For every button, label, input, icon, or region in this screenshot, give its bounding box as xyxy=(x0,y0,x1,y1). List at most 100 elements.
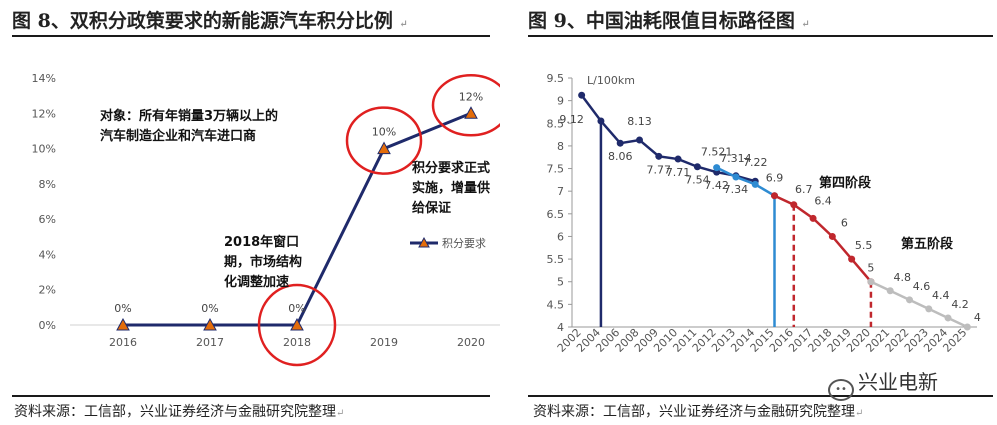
right-source-rule xyxy=(528,395,993,397)
data-point-marker xyxy=(203,317,217,331)
x-tick-label: 2017 xyxy=(196,336,224,349)
data-label: 7.42 xyxy=(704,179,729,192)
left-chart-title: 图 8、双积分政策要求的新能源汽车积分比例 ↵ xyxy=(12,10,408,32)
data-point xyxy=(828,232,836,240)
data-label: 5.5 xyxy=(855,239,873,252)
annotation-text: 汽车制造企业和汽车进口商 xyxy=(100,128,256,144)
right-title-rule xyxy=(528,35,993,37)
wechat-icon: •• xyxy=(828,379,854,401)
annotation-text: 对象：所有年销量3万辆以上的 xyxy=(100,108,278,124)
x-tick-label: 2019 xyxy=(370,336,398,349)
annotation-text: 给保证 xyxy=(412,200,451,216)
y-tick-label: 9.5 xyxy=(547,72,565,85)
data-point xyxy=(848,255,856,263)
data-point xyxy=(906,296,913,304)
annotation-text: 积分要求正式 xyxy=(412,160,490,176)
data-point xyxy=(693,163,701,171)
left-source-rule xyxy=(12,395,490,397)
y-tick-label: 12% xyxy=(32,107,56,120)
watermark: •• 兴业电新 xyxy=(828,366,938,401)
series-line-credit xyxy=(123,111,472,327)
data-point xyxy=(867,278,875,286)
data-point xyxy=(886,287,894,295)
highlight-circle xyxy=(257,283,337,367)
y-tick-label: 6 xyxy=(557,230,564,243)
data-label: 12% xyxy=(459,90,483,103)
data-label: 4.6 xyxy=(913,280,931,293)
right-chart-title: 图 9、中国油耗限值目标路径图 ↵ xyxy=(528,10,810,32)
y-tick-label: 10% xyxy=(32,143,56,156)
y-tick-label: 4.5 xyxy=(547,298,565,311)
data-label: 7.34 xyxy=(724,183,749,196)
data-label: 7.71 xyxy=(666,166,691,179)
data-point xyxy=(790,201,798,209)
phase-label: 第四阶段 xyxy=(819,175,871,191)
data-point-marker xyxy=(464,106,478,119)
data-point xyxy=(944,314,952,322)
series-line xyxy=(580,94,756,183)
data-label: 10% xyxy=(372,126,396,139)
highlight-circle xyxy=(345,106,423,175)
y-tick-label: 8% xyxy=(39,178,56,191)
y-tick-label: 5 xyxy=(557,276,564,289)
y-axis-unit-label: L/100km xyxy=(587,74,635,87)
y-tick-label: 14% xyxy=(32,72,56,85)
data-point xyxy=(674,155,682,163)
series-line xyxy=(773,194,872,283)
y-tick-label: 6.5 xyxy=(547,208,565,221)
data-point xyxy=(713,164,721,172)
data-point xyxy=(597,117,605,125)
y-tick-label: 4 xyxy=(557,321,564,334)
data-point xyxy=(732,173,740,181)
data-point xyxy=(771,192,778,200)
series-line xyxy=(870,280,968,329)
y-tick-label: 7.5 xyxy=(547,163,565,176)
data-point xyxy=(616,139,624,147)
legend-marker xyxy=(418,236,430,248)
series-line xyxy=(716,166,776,197)
x-tick-label: 2016 xyxy=(109,336,137,349)
left-source-note: 资料来源：工信部，兴业证券经济与金融研究院整理↵ xyxy=(14,404,345,420)
y-tick-label: 8.5 xyxy=(547,117,565,130)
highlight-circle xyxy=(431,74,500,137)
data-label: 0% xyxy=(114,302,131,315)
data-point xyxy=(809,214,817,222)
data-label: 7.54 xyxy=(685,174,710,187)
data-label: 6.9 xyxy=(766,172,784,185)
data-label: 6.4 xyxy=(814,194,832,207)
data-label: 0% xyxy=(201,302,218,315)
data-label: 6.7 xyxy=(795,183,813,196)
data-label: 4.4 xyxy=(932,289,950,302)
right-source-note: 资料来源：工信部，兴业证券经济与金融研究院整理↵ xyxy=(533,404,864,420)
annotation-text: 期，市场结构 xyxy=(224,254,302,270)
data-label: 0% xyxy=(288,302,305,315)
left-title-rule xyxy=(12,35,490,37)
data-point xyxy=(963,323,971,331)
data-label: 7.314 xyxy=(720,152,752,165)
phase-label: 第五阶段 xyxy=(901,236,953,252)
annotation-text: 实施，增量供 xyxy=(412,180,490,196)
y-tick-label: 9 xyxy=(557,95,564,108)
data-label: 7.77 xyxy=(647,163,672,176)
data-point-marker xyxy=(116,317,130,331)
x-tick-label: 2018 xyxy=(283,336,311,349)
data-label: 8.13 xyxy=(627,115,652,128)
annotation-text: 化调整加速 xyxy=(224,274,289,290)
y-tick-label: 6% xyxy=(39,213,56,226)
y-tick-label: 7 xyxy=(557,185,564,198)
data-point-marker xyxy=(290,317,304,331)
data-label: 8.06 xyxy=(608,150,633,163)
data-label: 4.2 xyxy=(951,298,969,311)
data-label: 4.8 xyxy=(893,271,911,284)
left-chart: 0% 2% 4% 6% 8% 10% 12% 14% 2016 2017 2018 2019 2020 0… xyxy=(32,72,500,367)
y-tick-label: 0% xyxy=(39,319,56,332)
y-tick-label: 4% xyxy=(39,248,56,261)
annotation-text: 2018年窗口 xyxy=(224,234,299,250)
right-chart: 44.555.566.577.588.599.52002200420062008… xyxy=(547,72,981,355)
data-label: 9.12 xyxy=(559,113,584,126)
y-tick-label: 5.5 xyxy=(547,253,565,266)
data-label: 6 xyxy=(841,216,848,229)
data-label: 4 xyxy=(974,311,981,324)
data-point-marker xyxy=(377,141,391,155)
data-point xyxy=(578,91,586,99)
